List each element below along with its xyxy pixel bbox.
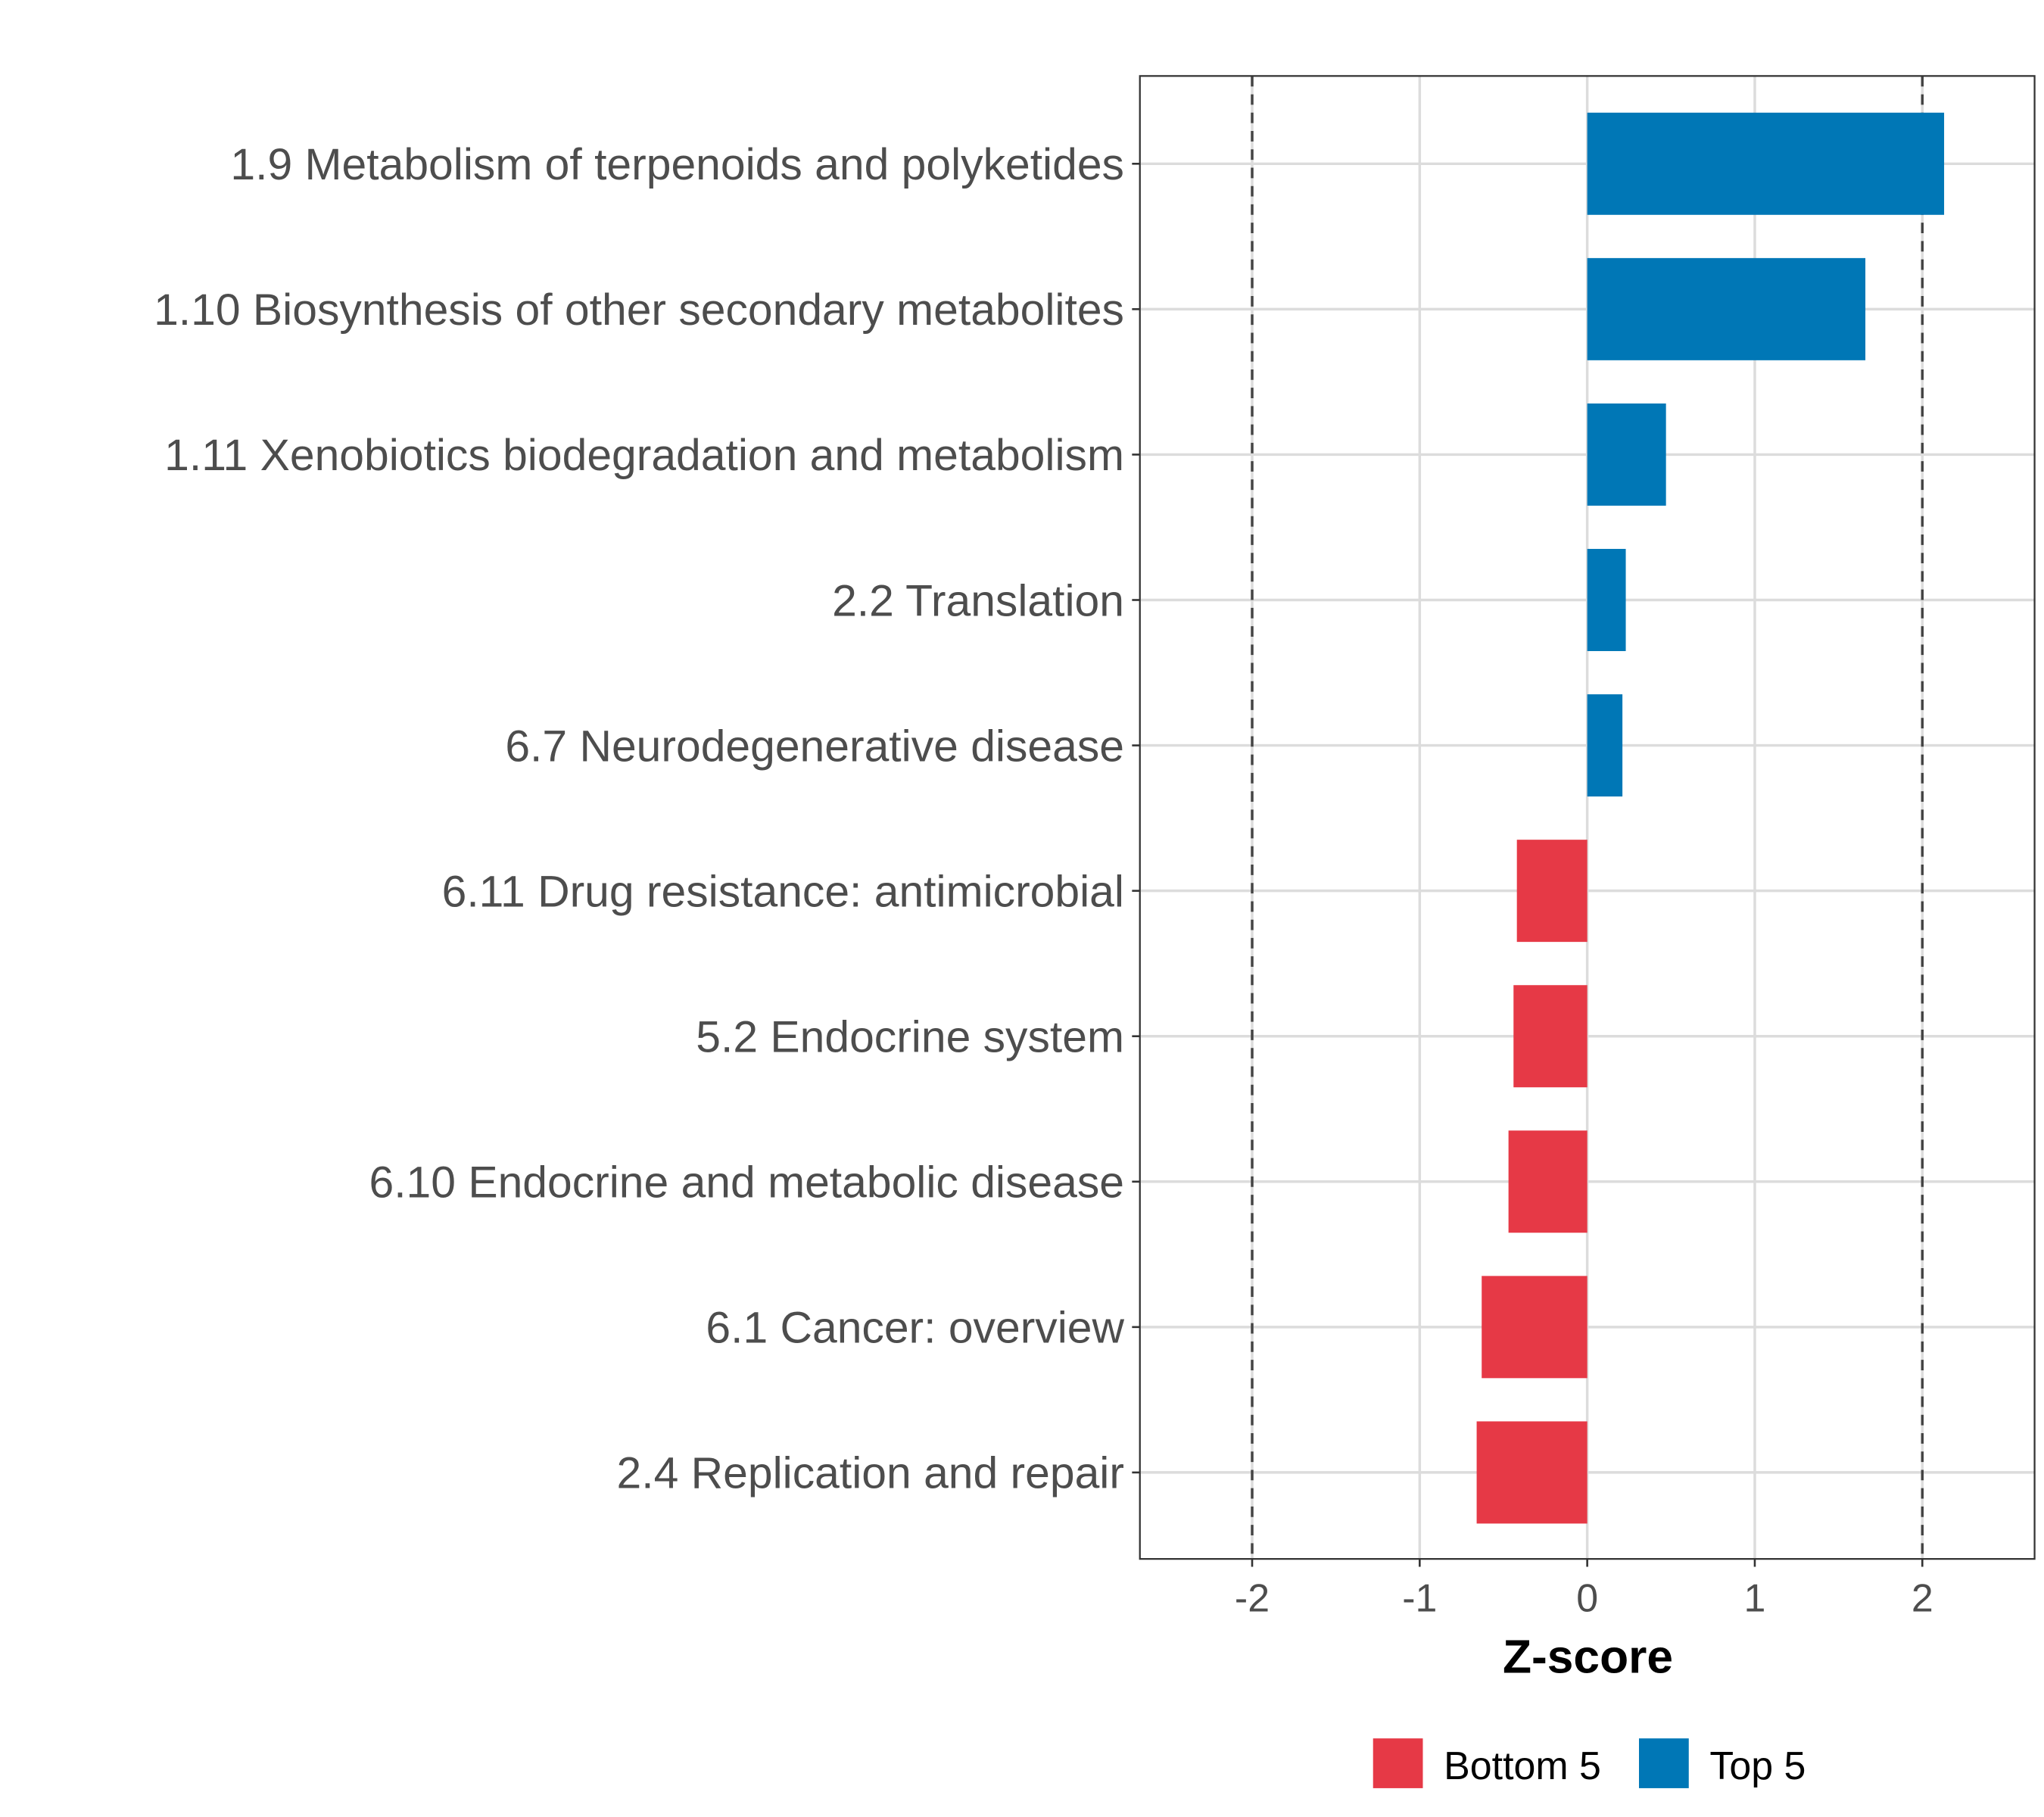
bar	[1587, 403, 1666, 506]
x-tick-label: -2	[1235, 1576, 1270, 1620]
x-tick-label: 1	[1744, 1576, 1766, 1620]
y-axis-label: 2.2 Translation	[832, 576, 1124, 625]
bar	[1587, 257, 1866, 360]
y-axis-label: 6.7 Neurodegenerative disease	[505, 722, 1124, 771]
y-axis-label: 1.11 Xenobiotics biodegradation and meta…	[164, 431, 1124, 480]
x-tick-label: 0	[1576, 1576, 1598, 1620]
x-axis-ticks: -2 -1 0 1 2	[1235, 1559, 1933, 1620]
y-axis-label: 6.10 Endocrine and metabolic disease	[369, 1158, 1123, 1208]
legend-swatch-top5	[1638, 1738, 1689, 1788]
bar	[1513, 985, 1588, 1088]
bar	[1587, 112, 1945, 215]
bar	[1587, 549, 1626, 651]
bars	[1476, 112, 1945, 1524]
bar	[1508, 1130, 1588, 1233]
legend-label-top5: Top 5	[1709, 1744, 1806, 1788]
bar	[1587, 694, 1623, 797]
legend: Bottom 5 Top 5	[1373, 1738, 1806, 1788]
x-axis-title: Z-score	[1503, 1632, 1673, 1684]
y-axis-labels: 1.9 Metabolism of terpenoids and polyket…	[154, 140, 1140, 1498]
y-axis-label: 2.4 Replication and repair	[617, 1449, 1124, 1498]
y-axis-label: 6.1 Cancer: overview	[706, 1304, 1124, 1353]
legend-swatch-bottom5	[1373, 1738, 1423, 1788]
y-axis-label: 1.9 Metabolism of terpenoids and polyket…	[230, 140, 1124, 189]
bar	[1516, 840, 1588, 943]
x-tick-label: 2	[1912, 1576, 1933, 1620]
reference-lines	[1251, 76, 1924, 1560]
y-axis-label: 1.10 Biosynthesis of other secondary met…	[154, 285, 1124, 335]
bar	[1482, 1276, 1588, 1379]
y-axis-label: 6.11 Drug resistance: antimicrobial	[442, 867, 1124, 916]
legend-label-bottom5: Bottom 5	[1444, 1744, 1601, 1788]
bar	[1476, 1421, 1588, 1524]
y-axis-label: 5.2 Endocrine system	[696, 1012, 1124, 1061]
x-tick-label: -1	[1402, 1576, 1437, 1620]
